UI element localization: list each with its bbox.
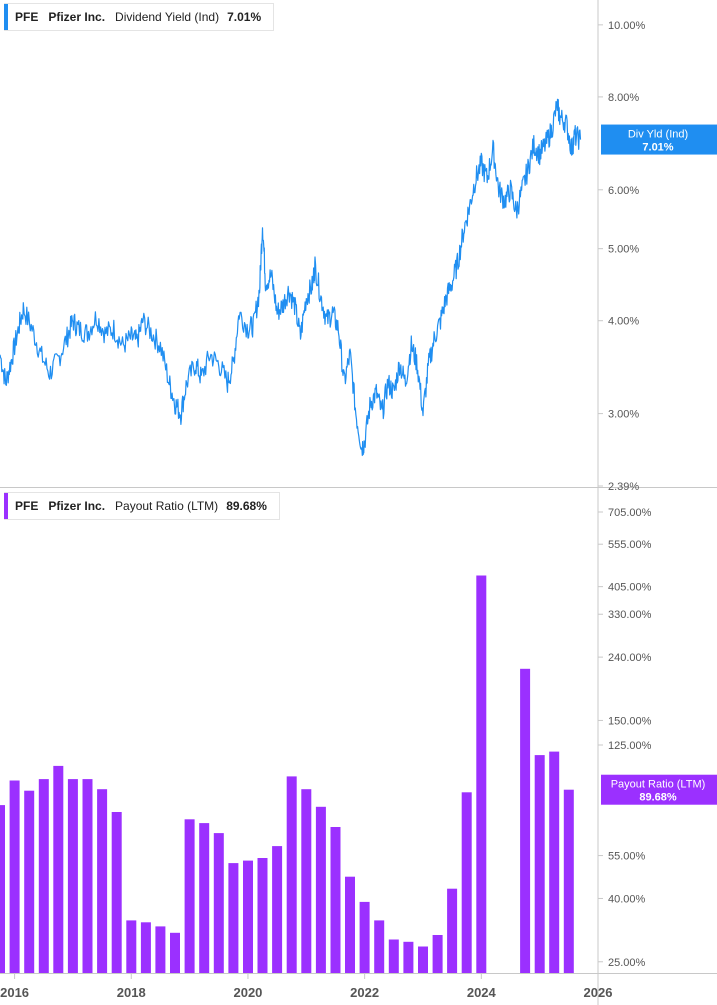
- payout-bar-14: [199, 823, 210, 973]
- x-tick-label-5: 2026: [584, 985, 613, 1000]
- payout-y-tick-label-5: 150.00%: [608, 715, 652, 727]
- yield-y-tick-label-3: 5.00%: [608, 244, 639, 256]
- yield-y-tick-label-1: 8.00%: [608, 92, 639, 104]
- legend-value: 7.01%: [227, 10, 262, 24]
- legend-symbol: PFE: [15, 10, 39, 24]
- payout-last-value-label-value: 89.68%: [639, 792, 677, 804]
- payout-bar-5: [67, 779, 78, 973]
- payout-bar-37: [563, 789, 574, 973]
- x-tick-label-1: 2018: [117, 985, 146, 1000]
- payout-bar-27: [388, 939, 399, 973]
- payout-bar-30: [432, 935, 443, 973]
- payout-bar-21: [301, 789, 312, 973]
- legend-payout-ratio: PFE Pfizer Inc. Payout Ratio (LTM) 89.68…: [4, 492, 280, 520]
- payout-y-tick-label-7: 55.00%: [608, 851, 646, 863]
- payout-bar-17: [243, 860, 253, 973]
- payout-bar-23: [330, 827, 341, 973]
- payout-last-value-label-title: Payout Ratio (LTM): [611, 779, 706, 791]
- x-tick-label-0: 2016: [0, 985, 29, 1000]
- legend-company: Pfizer Inc.: [48, 10, 106, 24]
- legend-company: Pfizer Inc.: [48, 499, 106, 513]
- payout-y-tick-label-4: 240.00%: [608, 652, 652, 664]
- payout-bar-9: [126, 920, 137, 973]
- payout-y-tick-label-0: 705.00%: [608, 507, 652, 519]
- payout-bar-24: [345, 876, 355, 973]
- payout-bar-6: [82, 779, 93, 973]
- payout-bar-8: [111, 812, 122, 973]
- x-tick-label-3: 2022: [350, 985, 379, 1000]
- yield-last-value-label-bg: [601, 124, 717, 155]
- payout-y-tick-label-6: 125.00%: [608, 740, 652, 752]
- payout-bar-4: [53, 765, 64, 973]
- payout-last-value-label-bg: [601, 774, 717, 805]
- payout-bar-26: [374, 920, 385, 973]
- payout-bar-19: [272, 846, 283, 973]
- payout-bar-0: [0, 805, 5, 973]
- yield-y-tick-label-4: 4.00%: [608, 316, 639, 328]
- payout-bar-18: [257, 858, 268, 973]
- legend-value: 89.68%: [226, 499, 267, 513]
- payout-bar-20: [286, 776, 297, 973]
- payout-bar-16: [228, 863, 239, 973]
- x-tick-label-2: 2020: [233, 985, 262, 1000]
- payout-bar-2: [24, 790, 35, 973]
- payout-bar-35: [534, 755, 545, 973]
- payout-bar-29: [418, 946, 428, 973]
- payout-bar-7: [97, 789, 108, 973]
- payout-bar-22: [315, 806, 326, 973]
- payout-y-tick-label-1: 555.00%: [608, 539, 652, 551]
- dividend-yield-line: [0, 98, 582, 457]
- payout-bar-3: [38, 779, 49, 973]
- payout-bar-31: [447, 888, 458, 973]
- legend-metric: Dividend Yield (Ind): [115, 10, 220, 24]
- yield-last-value-label-value: 7.01%: [642, 142, 673, 154]
- payout-bar-1: [9, 780, 20, 973]
- payout-last-value-label: Payout Ratio (LTM)89.68%: [601, 774, 717, 805]
- payout-bar-25: [359, 901, 370, 973]
- payout-y-tick-label-2: 405.00%: [608, 582, 652, 594]
- payout-bar-12: [170, 932, 180, 973]
- payout-bar-28: [403, 941, 414, 973]
- payout-y-tick-label-3: 330.00%: [608, 609, 652, 621]
- x-tick-label-4: 2024: [467, 985, 497, 1000]
- payout-y-tick-label-9: 25.00%: [608, 957, 646, 969]
- yield-y-tick-label-0: 10.00%: [608, 20, 646, 32]
- payout-bar-10: [140, 922, 151, 973]
- payout-bar-15: [213, 833, 224, 973]
- payout-bar-11: [155, 926, 166, 973]
- legend-dividend-yield: PFE Pfizer Inc. Dividend Yield (Ind) 7.0…: [4, 3, 275, 31]
- payout-bar-33: [476, 575, 487, 973]
- legend-symbol: PFE: [15, 499, 39, 513]
- legend-metric: Payout Ratio (LTM): [115, 499, 219, 513]
- legend-swatch-yield: [4, 4, 8, 30]
- payout-bar-32: [461, 792, 472, 973]
- payout-y-tick-label-8: 40.00%: [608, 893, 646, 905]
- payout-bar-36: [549, 751, 560, 973]
- payout-bar-13: [184, 819, 195, 973]
- yield-last-value-label-title: Div Yld (Ind): [628, 129, 688, 141]
- yield-y-min-label: 2.39%: [608, 481, 639, 493]
- yield-last-value-label: Div Yld (Ind)7.01%: [601, 124, 717, 155]
- payout-bar-34: [520, 668, 531, 973]
- yield-y-tick-label-5: 3.00%: [608, 409, 639, 421]
- yield-y-tick-label-2: 6.00%: [608, 185, 639, 197]
- legend-swatch-payout: [4, 493, 8, 519]
